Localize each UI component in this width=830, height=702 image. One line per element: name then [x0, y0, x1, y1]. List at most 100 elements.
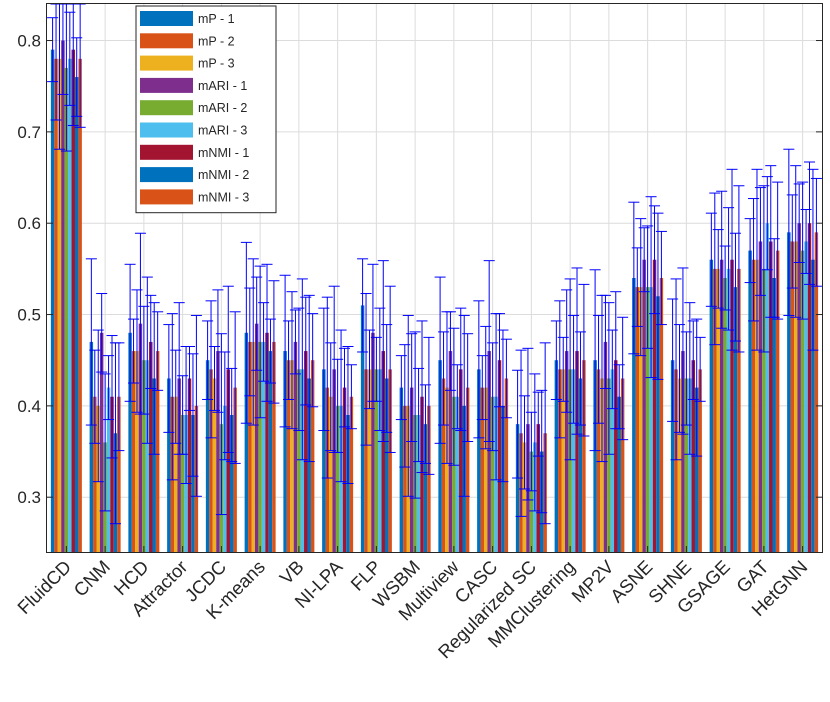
- legend[interactable]: mP - 1 mP - 2 mP - 3 mARI - 1 mARI - 2 mARI -…: [135, 5, 277, 214]
- bar: [737, 268, 741, 552]
- bar: [61, 40, 65, 553]
- bar: [536, 424, 540, 552]
- bar: [149, 341, 153, 552]
- bar: [388, 369, 392, 552]
- bar: [688, 378, 692, 552]
- bar: [209, 369, 213, 552]
- bar: [110, 396, 114, 552]
- bar: [561, 369, 565, 552]
- bar: [684, 378, 689, 552]
- bar: [420, 396, 424, 552]
- legend-swatch: [140, 144, 193, 160]
- legend-entry-label: mP - 1: [198, 12, 235, 26]
- bar: [290, 360, 294, 552]
- bar: [674, 369, 678, 552]
- bar: [769, 241, 773, 552]
- bar: [191, 415, 195, 552]
- legend-entry-label: mNMI - 2: [198, 168, 249, 182]
- bar: [93, 396, 97, 552]
- bar: [174, 396, 178, 552]
- y-tick-label: 0.3: [17, 488, 41, 507]
- bar: [659, 278, 664, 552]
- bar: [378, 369, 382, 552]
- bar: [381, 351, 385, 552]
- bar: [177, 378, 181, 552]
- bar: [719, 259, 724, 552]
- bar: [733, 287, 738, 552]
- bar: [807, 223, 812, 552]
- bar: [790, 241, 795, 552]
- bar: [487, 351, 491, 552]
- legend-entry-label: mP - 2: [198, 34, 235, 48]
- bar: [409, 387, 414, 552]
- bar: [78, 58, 82, 553]
- bar: [310, 360, 315, 552]
- bar: [399, 387, 404, 552]
- bar: [452, 396, 456, 552]
- bar: [554, 360, 559, 552]
- bar: [117, 396, 121, 552]
- bar: [416, 415, 421, 552]
- bar: [167, 378, 171, 552]
- bar: [477, 369, 481, 552]
- bar: [787, 232, 791, 553]
- y-axis: 0.3 0.4 0.5 0.6 0.7 0.8: [17, 32, 822, 507]
- bar: [716, 268, 720, 552]
- bar: [335, 405, 340, 552]
- bar: [438, 360, 442, 552]
- bar: [617, 396, 621, 552]
- bar: [455, 396, 460, 552]
- bar: [128, 332, 132, 552]
- bar: [300, 369, 305, 552]
- bar: [639, 287, 643, 552]
- bar: [765, 223, 770, 552]
- legend-entry-label: mP - 3: [198, 57, 235, 71]
- bar: [74, 77, 79, 553]
- bar: [726, 268, 731, 552]
- bar: [307, 378, 311, 552]
- bar: [797, 223, 801, 552]
- bar: [360, 305, 365, 552]
- bar: [304, 351, 308, 552]
- bar: [226, 369, 230, 552]
- bar: [593, 360, 597, 552]
- bar: [571, 369, 576, 552]
- bar: [642, 259, 646, 552]
- bar: [261, 341, 266, 552]
- bar: [293, 341, 298, 552]
- bar: [106, 387, 111, 552]
- bar: [762, 268, 766, 552]
- legend-swatch: [140, 11, 193, 26]
- legend-swatch: [140, 100, 193, 116]
- bar: [265, 332, 269, 552]
- bar: [649, 287, 653, 552]
- bar: [794, 241, 798, 552]
- bar: [497, 360, 502, 552]
- bar: [155, 351, 160, 552]
- bar: [772, 278, 776, 552]
- bar: [212, 378, 217, 552]
- bar: [135, 351, 139, 552]
- bar: [248, 341, 252, 552]
- y-tick-label: 0.5: [17, 306, 41, 325]
- bar: [89, 341, 94, 552]
- bar: [272, 341, 276, 552]
- bar: [223, 405, 227, 552]
- bar: [50, 49, 55, 553]
- bar: [423, 424, 428, 552]
- bar: [384, 378, 389, 552]
- bar: [529, 451, 534, 552]
- bar: [448, 351, 453, 552]
- bar: [251, 341, 255, 552]
- legend-entry-label: mNMI - 1: [198, 146, 249, 160]
- bar: [755, 259, 759, 552]
- bar: [575, 351, 579, 552]
- bar: [233, 387, 237, 552]
- bar: [568, 369, 572, 552]
- bar: [582, 360, 586, 552]
- legend-entry-label: mARI - 3: [198, 124, 247, 138]
- bar: [441, 378, 446, 552]
- bar: [480, 387, 485, 552]
- bar: [68, 58, 72, 553]
- bar: [607, 378, 611, 552]
